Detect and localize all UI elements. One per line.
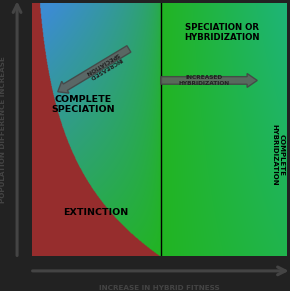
Text: EXTINCTION: EXTINCTION xyxy=(63,208,128,217)
FancyArrow shape xyxy=(58,46,131,93)
Text: SPECIATION OR
HYBRIDIZATION: SPECIATION OR HYBRIDIZATION xyxy=(184,23,260,42)
Text: INCREASE IN HYBRID FITNESS: INCREASE IN HYBRID FITNESS xyxy=(99,285,220,291)
Text: INCREASED
HYBRIDIZATION: INCREASED HYBRIDIZATION xyxy=(179,75,230,86)
Text: COMPLETE
HYBRIDIZATION: COMPLETE HYBRIDIZATION xyxy=(272,124,285,186)
Text: COMPLETE
SPECIATION: COMPLETE SPECIATION xyxy=(51,95,115,114)
Text: INCREASED
SPECIATION: INCREASED SPECIATION xyxy=(84,51,123,80)
Text: POPULATION DIFFERENCE INCREASE: POPULATION DIFFERENCE INCREASE xyxy=(0,56,6,203)
FancyArrow shape xyxy=(161,74,257,87)
